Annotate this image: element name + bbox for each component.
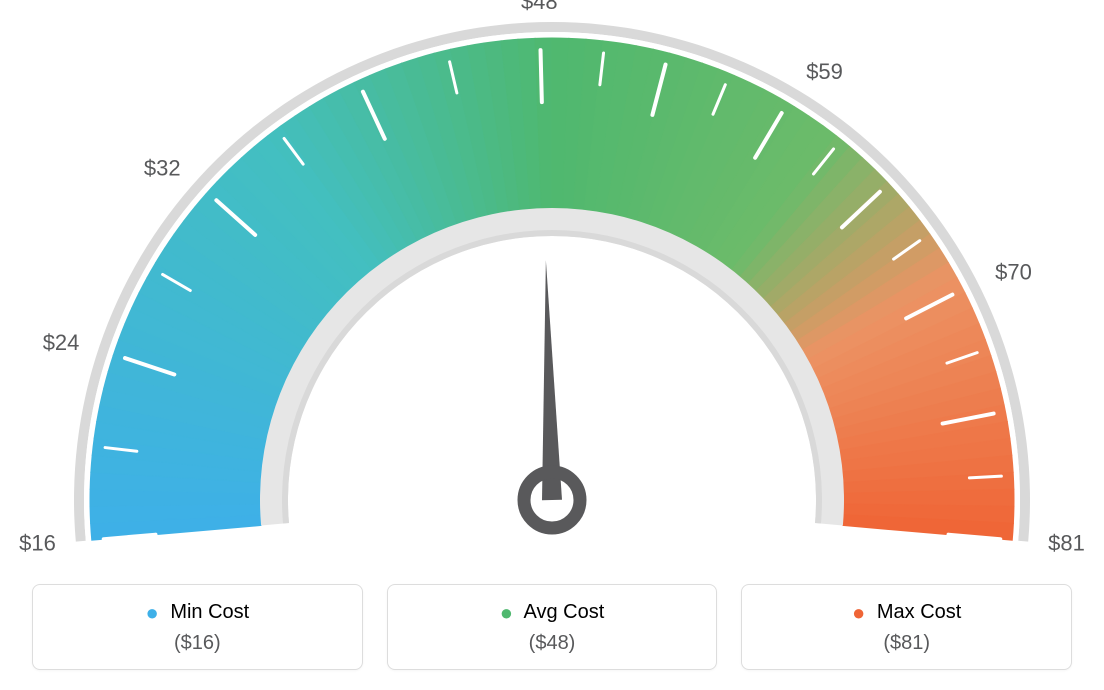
gauge-chart: $16 $24 $32 $48 $59 $70 $81 xyxy=(0,0,1104,560)
legend-max-label: Max Cost xyxy=(877,601,961,623)
legend-max-title: ● Max Cost xyxy=(752,601,1061,624)
gauge-tick-label: $59 xyxy=(806,59,843,84)
gauge-tick-label: $70 xyxy=(995,260,1032,285)
gauge-tick-label: $24 xyxy=(43,330,80,355)
legend-card-max: ● Max Cost ($81) xyxy=(741,584,1072,670)
legend-min-label: Min Cost xyxy=(170,601,249,623)
legend-avg-value: ($48) xyxy=(398,632,707,655)
legend-avg-title: ● Avg Cost xyxy=(398,601,707,624)
dot-icon: ● xyxy=(145,600,158,625)
legend-max-value: ($81) xyxy=(752,632,1061,655)
gauge-tick-label: $32 xyxy=(144,155,181,180)
dot-icon: ● xyxy=(852,600,865,625)
gauge-svg: $16 $24 $32 $48 $59 $70 $81 xyxy=(0,0,1104,560)
gauge-tick-label: $16 xyxy=(19,530,56,555)
dot-icon: ● xyxy=(500,600,513,625)
legend-card-min: ● Min Cost ($16) xyxy=(32,584,363,670)
legend-min-title: ● Min Cost xyxy=(43,601,352,624)
legend-row: ● Min Cost ($16) ● Avg Cost ($48) ● Max … xyxy=(32,584,1072,670)
legend-avg-label: Avg Cost xyxy=(523,601,604,623)
gauge-tick-label: $48 xyxy=(521,0,558,14)
gauge-tick-label: $81 xyxy=(1048,530,1085,555)
legend-card-avg: ● Avg Cost ($48) xyxy=(387,584,718,670)
legend-min-value: ($16) xyxy=(43,632,352,655)
